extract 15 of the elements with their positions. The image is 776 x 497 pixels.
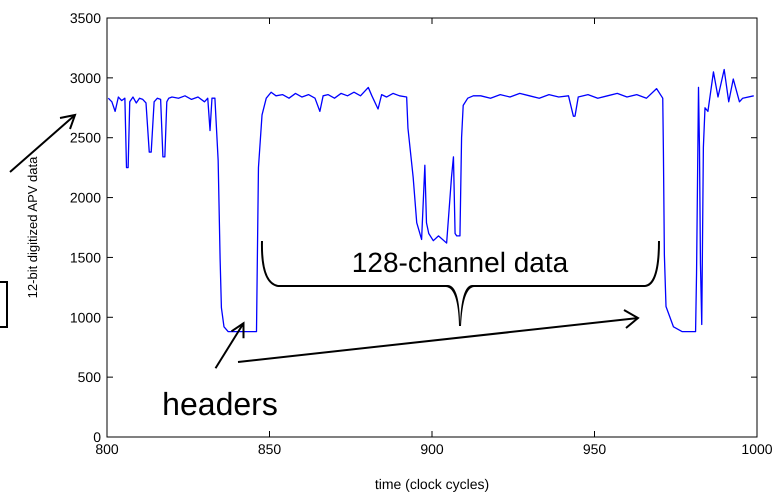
x-tick-label: 850 — [258, 441, 282, 457]
annotation: 128-channel data — [352, 247, 569, 278]
x-tick-label: 900 — [420, 441, 444, 457]
x-tick-label: 1000 — [741, 441, 773, 457]
y-axis-title: 12-bit digitized APV data — [25, 156, 40, 298]
y-tick-label: 1000 — [70, 309, 102, 326]
y-tick-label: 3000 — [70, 70, 102, 86]
y-tick-label: 2000 — [70, 190, 102, 206]
annotation: headers — [162, 386, 278, 422]
y-tick-label: 500 — [78, 369, 102, 386]
x-tick-label: 950 — [582, 441, 606, 457]
y-tick-label: 2500 — [70, 130, 102, 146]
y-tick-label: 3500 — [70, 10, 102, 26]
x-axis-title: time (clock cycles) — [374, 476, 490, 492]
y-tick-label: 1500 — [70, 249, 102, 266]
